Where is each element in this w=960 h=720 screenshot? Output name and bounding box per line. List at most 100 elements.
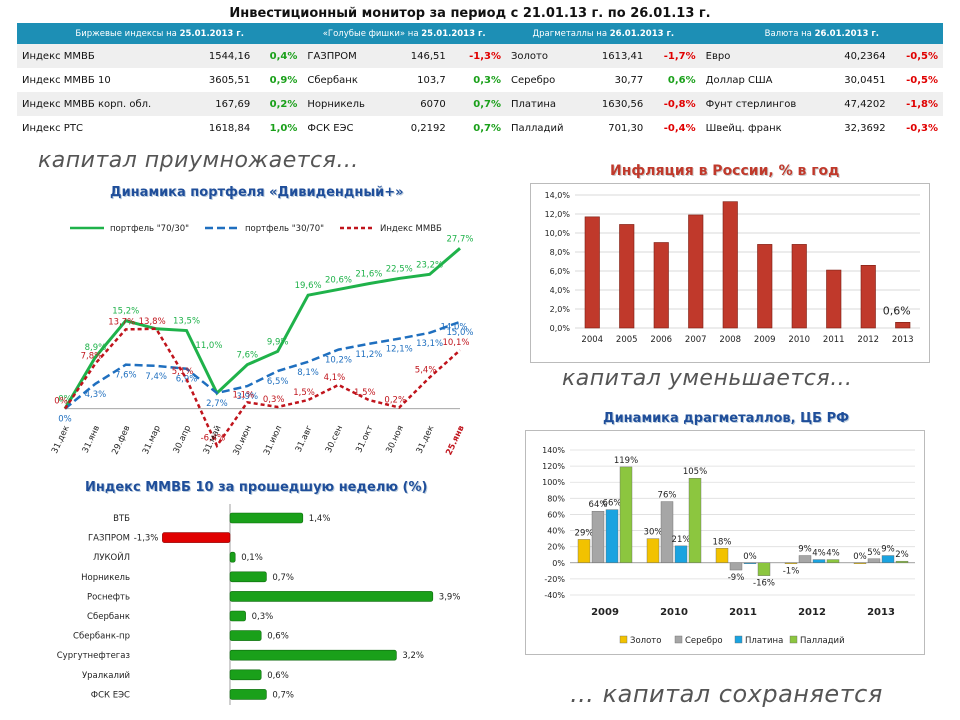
x-tick-label: 31.июл bbox=[262, 424, 284, 457]
data-label: 0,6% bbox=[267, 671, 289, 681]
data-label: 2,7% bbox=[206, 399, 228, 409]
data-label: 0,1% bbox=[241, 553, 263, 563]
category-label: Сургутнефтегаз bbox=[57, 651, 131, 661]
metal-bar bbox=[798, 555, 812, 563]
instrument-change: 0,2% bbox=[255, 92, 303, 116]
category-label: Сбербанк bbox=[87, 612, 130, 622]
instrument-change: 0,7% bbox=[450, 92, 506, 116]
x-tick-label: 30.апр bbox=[172, 424, 194, 455]
y-tick-label: 12,0% bbox=[545, 210, 571, 219]
instrument-value: 146,51 bbox=[391, 44, 451, 68]
instrument-change: -0,5% bbox=[890, 44, 943, 68]
x-tick-label: 29.фев bbox=[110, 424, 132, 456]
inflation-bar bbox=[826, 269, 842, 329]
instrument-change: -1,3% bbox=[450, 44, 506, 68]
instrument-change: 0,7% bbox=[450, 116, 506, 140]
data-label: 5,4% bbox=[415, 365, 437, 375]
x-tick-label: 25.янв bbox=[444, 424, 466, 457]
data-label: 13,8% bbox=[139, 317, 166, 327]
inflation-bar bbox=[722, 201, 738, 329]
micex10-bar bbox=[229, 630, 262, 641]
micex10-bar bbox=[229, 551, 236, 563]
inflation-bar bbox=[619, 224, 635, 329]
y-tick-label: 2,0% bbox=[550, 305, 571, 314]
legend-label: Золото bbox=[630, 636, 661, 646]
instrument-value: 1618,84 bbox=[191, 116, 256, 140]
instrument-change: -1,7% bbox=[648, 44, 701, 68]
series-line-0 bbox=[63, 247, 461, 410]
data-label: 119% bbox=[614, 456, 638, 466]
table-row: Индекс ММВБ 1544,16 0,4% ГАЗПРОМ 146,51 -1,3%… bbox=[17, 44, 943, 68]
data-label: 11,0% bbox=[195, 341, 222, 351]
metal-bar bbox=[715, 548, 729, 563]
instrument-change: 0,6% bbox=[648, 68, 701, 92]
header-indices: Биржевые индексы на 25.01.2013 г. bbox=[17, 23, 303, 44]
category-label: ГАЗПРОМ bbox=[88, 534, 130, 544]
legend-label: Индекс ММВБ bbox=[380, 224, 442, 234]
legend-swatch bbox=[619, 635, 628, 644]
y-tick-label: 80% bbox=[547, 494, 565, 503]
category-label: ЛУКОЙЛ bbox=[93, 551, 130, 563]
x-tick-label: 2008 bbox=[719, 335, 741, 345]
x-tick-label: 2013 bbox=[892, 335, 914, 345]
inflation-bar-chart: 0,0% 2,0% 4,0% 6,0% 8,0% 10,0% 12,0% 14,0% 2004 2… bbox=[530, 183, 930, 363]
x-tick-label: 2013 bbox=[867, 607, 895, 618]
x-tick-label: 2009 bbox=[754, 335, 776, 345]
legend-label: Серебро bbox=[685, 636, 723, 646]
data-label: 13,7% bbox=[108, 317, 135, 327]
data-label: 1,1% bbox=[233, 390, 255, 400]
data-label: 0,3% bbox=[263, 395, 285, 405]
series-line-2 bbox=[63, 327, 461, 449]
metal-bar bbox=[812, 559, 826, 563]
metal-bar bbox=[605, 509, 619, 563]
data-label: 5,1% bbox=[172, 367, 194, 377]
instrument-value: 30,0451 bbox=[826, 68, 891, 92]
inflation-bar bbox=[584, 216, 600, 329]
legend-label: портфель "70/30" bbox=[110, 224, 189, 234]
instrument-change: -1,8% bbox=[890, 92, 943, 116]
metal-bar bbox=[591, 511, 605, 563]
metal-bar bbox=[826, 559, 840, 563]
y-tick-label: 40% bbox=[547, 527, 565, 536]
table-row: Индекс РТС 1618,84 1,0% ФСК ЕЭС 0,2192 0,7% Па… bbox=[17, 116, 943, 140]
instrument-change: -0,4% bbox=[648, 116, 701, 140]
data-label: 8,9% bbox=[85, 343, 107, 353]
y-tick-label: -40% bbox=[544, 591, 565, 600]
x-tick-label: 31.дек bbox=[415, 424, 437, 455]
x-tick-label: 30.ноя bbox=[384, 424, 405, 455]
data-label: 21,6% bbox=[355, 270, 382, 280]
micex10-bar bbox=[229, 689, 267, 700]
instrument-change: 0,3% bbox=[450, 68, 506, 92]
data-label: 14,0% bbox=[440, 323, 467, 333]
instrument-name: Платина bbox=[506, 92, 585, 116]
instrument-value: 103,7 bbox=[391, 68, 451, 92]
market-table: Биржевые индексы на 25.01.2013 г. «Голуб… bbox=[17, 23, 943, 140]
header-blue-chips: «Голубые фишки» на 25.01.2013 г. bbox=[302, 23, 506, 44]
inflation-bar bbox=[653, 242, 669, 329]
x-tick-label: 31.мар bbox=[141, 424, 163, 456]
instrument-name: Индекс ММВБ корп. обл. bbox=[17, 92, 192, 116]
instrument-change: -0,8% bbox=[648, 92, 701, 116]
data-label: 0,7% bbox=[272, 690, 294, 700]
category-label: Уралкалий bbox=[82, 671, 130, 681]
instrument-change: -0,5% bbox=[890, 68, 943, 92]
data-label: 0% bbox=[54, 397, 68, 407]
y-tick-label: 8,0% bbox=[550, 248, 571, 257]
data-label: 0% bbox=[58, 415, 72, 425]
data-label: 105% bbox=[683, 467, 707, 477]
x-tick-label: 2012 bbox=[798, 607, 826, 618]
instrument-value: 1544,16 bbox=[191, 44, 256, 68]
y-tick-label: 120% bbox=[542, 462, 565, 471]
x-tick-label: 2007 bbox=[685, 335, 707, 345]
data-label: -1,3% bbox=[134, 534, 159, 544]
inflation-bar bbox=[860, 265, 876, 329]
instrument-name: Индекс ММВБ 10 bbox=[17, 68, 192, 92]
data-label: 3,2% bbox=[402, 651, 424, 661]
metal-bar bbox=[757, 562, 771, 576]
instrument-name: Норникель bbox=[302, 92, 392, 116]
data-label: 2% bbox=[895, 550, 909, 560]
data-label: 12,1% bbox=[386, 345, 413, 355]
y-tick-label: 0,0% bbox=[550, 324, 571, 333]
data-label: 8,1% bbox=[297, 368, 319, 378]
portfolio-line-chart: портфель "70/30" портфель "30/70" Индекс М… bbox=[50, 224, 473, 457]
